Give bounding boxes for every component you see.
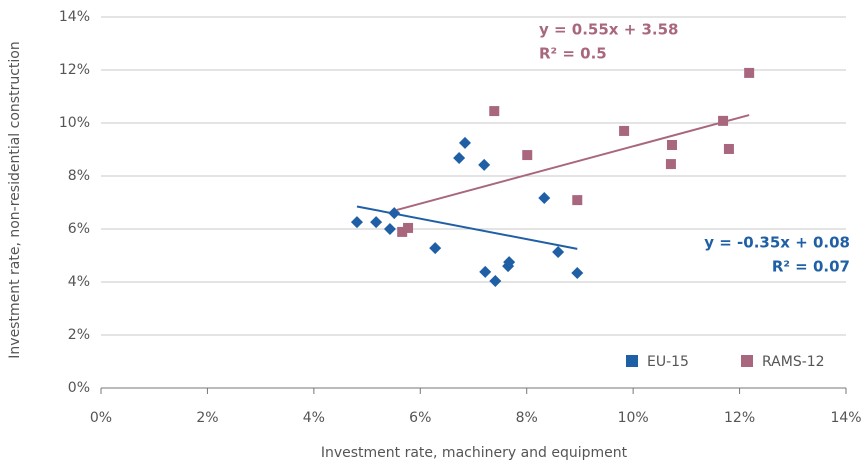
point [571,266,584,279]
x-tick-label: 12% [724,410,755,426]
point [552,246,565,259]
point [479,265,492,278]
y-tick-label: 10% [59,115,90,131]
point [744,67,755,78]
point [503,256,516,269]
point [370,216,383,229]
x-tick-label: 0% [90,410,112,426]
point [619,125,630,136]
point [572,195,583,206]
point [453,151,466,164]
legend-label: RAMS-12 [762,354,825,370]
x-tick-label: 14% [830,410,861,426]
trend-annotation: R² = 0.5 [539,45,607,63]
trend-annotation: y = -0.35x + 0.08 [704,234,850,252]
x-tick-label: 2% [196,410,218,426]
point [665,159,676,170]
point [522,150,533,161]
point [718,115,729,126]
point [397,226,408,237]
y-tick-label: 6% [68,221,90,237]
point [489,274,502,287]
y-tick-label: 4% [68,274,90,290]
x-tick-label: 8% [516,410,538,426]
x-tick-label: 6% [409,410,431,426]
y-tick-label: 14% [59,9,90,25]
y-tick-label: 0% [68,380,90,396]
legend-swatch [626,355,638,367]
y-axis-label: Investment rate, non-residential constru… [7,41,23,358]
y-tick-label: 12% [59,62,90,78]
x-tick-label: 10% [618,410,649,426]
point [478,158,491,171]
x-tick-label: 4% [303,410,325,426]
point [403,222,414,233]
trend-annotation: y = 0.55x + 3.58 [539,21,679,39]
trend-annotation: R² = 0.07 [772,258,850,276]
x-axis-label: Investment rate, machinery and equipment [321,445,628,461]
y-tick-label: 8% [68,168,90,184]
point [538,191,551,204]
trend-line [356,205,578,250]
point [489,106,500,117]
y-tick-label: 2% [68,327,90,343]
point [383,223,396,235]
legend-label: EU-15 [647,354,689,370]
point [723,143,734,154]
point [666,139,677,150]
legend-swatch [741,355,753,367]
point [458,136,471,149]
point [350,216,363,229]
point [429,242,442,255]
trend-line [396,114,750,211]
